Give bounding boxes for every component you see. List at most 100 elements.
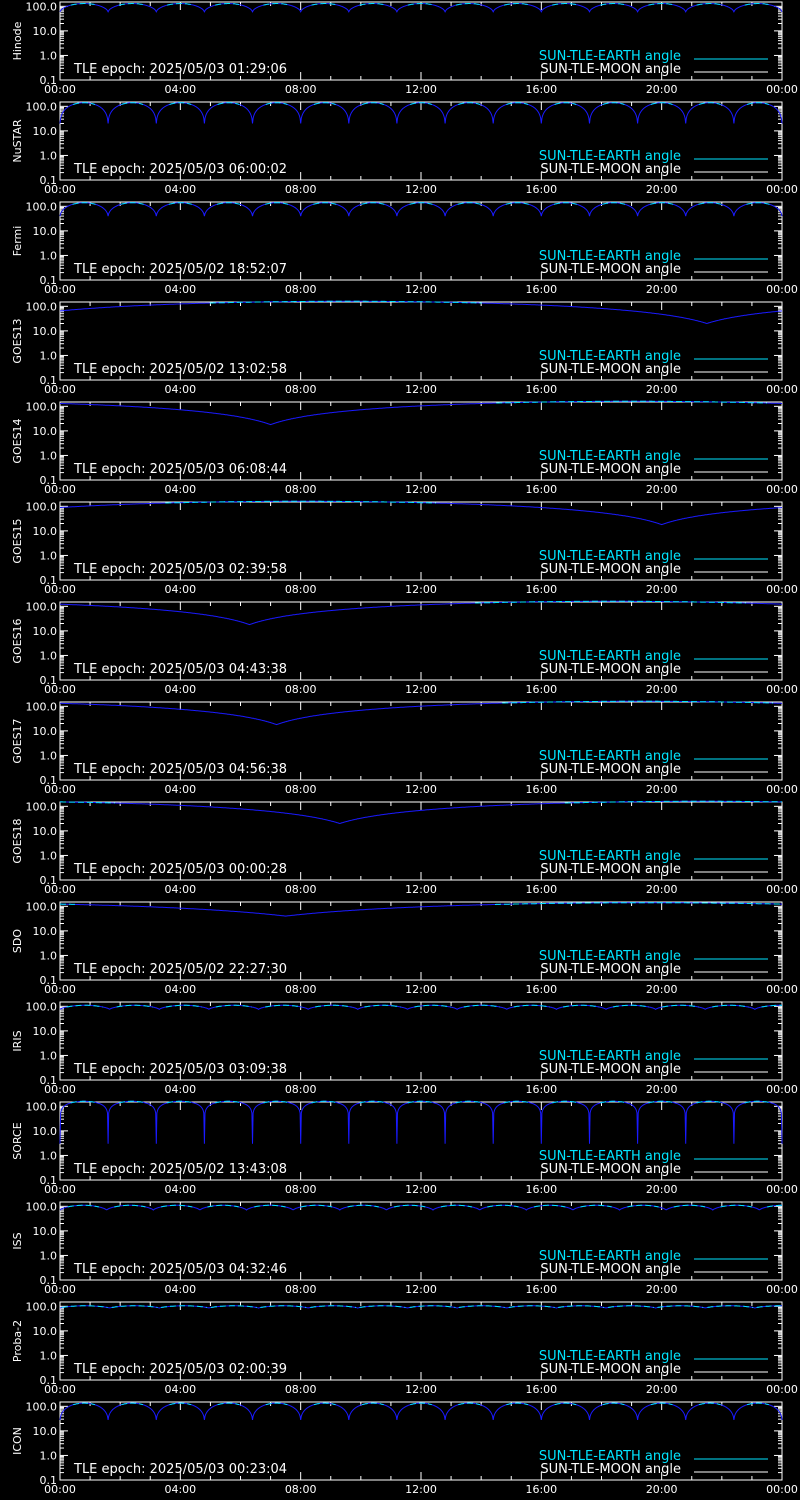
- series-line-highlight: [111, 1305, 158, 1308]
- series-line-highlight: [534, 1204, 566, 1208]
- series-line-highlight: [361, 202, 385, 205]
- series-line-highlight: [648, 3, 675, 6]
- satellite-label: ICON: [11, 1427, 24, 1455]
- legend-label: SUN-TLE-MOON angle: [540, 462, 681, 477]
- legend-label: SUN-TLE-MOON angle: [540, 662, 681, 677]
- series-line-highlight: [313, 1402, 336, 1406]
- legend-label: SUN-TLE-MOON angle: [540, 162, 681, 177]
- legend-label: SUN-TLE-EARTH angle: [539, 1349, 681, 1364]
- series-line-highlight: [503, 1100, 531, 1104]
- y-tick-label: 1.0: [40, 149, 58, 162]
- x-tick-label: 16:00: [525, 883, 557, 896]
- epoch-text: TLE epoch: 2025/05/03 03:09:38: [73, 1062, 287, 1077]
- x-tick-label: 00:00: [766, 683, 798, 696]
- series-line-highlight: [409, 1305, 456, 1308]
- x-tick-label: 08:00: [285, 83, 317, 96]
- y-tick-label: 100.0: [26, 1100, 58, 1113]
- chart-panel: 100.0 10.0 1.0 0.1 00:00 04:00 08:00 12:00 16:00…: [0, 100, 800, 200]
- x-tick-label: 08:00: [285, 1283, 317, 1296]
- y-tick-label: 1.0: [40, 549, 58, 562]
- legend-label: SUN-TLE-EARTH angle: [539, 349, 681, 364]
- x-tick-label: 00:00: [44, 183, 76, 196]
- x-tick-label: 12:00: [405, 583, 437, 596]
- series-line-highlight: [407, 3, 435, 6]
- y-tick-label: 100.0: [26, 600, 58, 613]
- x-tick-label: 00:00: [766, 1183, 798, 1196]
- x-tick-label: 00:00: [44, 883, 76, 896]
- y-tick-label: 1.0: [40, 349, 58, 362]
- x-tick-label: 04:00: [164, 883, 196, 896]
- x-tick-label: 20:00: [646, 483, 678, 496]
- y-tick-label: 100.0: [26, 900, 58, 913]
- chart-svg: 100.010.01.00.100:00 04:00 08:00 12:00 16:00…: [11, 1300, 798, 1396]
- satellite-label: Hinode: [11, 21, 24, 60]
- series-line-highlight: [455, 3, 483, 6]
- series-line-highlight: [662, 1004, 699, 1008]
- satellite-label: ISS: [11, 1232, 24, 1249]
- chart-svg: 100.010.01.00.100:00 04:00 08:00 12:00 16:00…: [11, 1000, 798, 1096]
- y-tick-label: 0.1: [40, 774, 58, 787]
- legend-label: SUN-TLE-MOON angle: [540, 362, 681, 377]
- legend-label: SUN-TLE-MOON angle: [540, 1062, 681, 1077]
- x-tick-label: 00:00: [44, 483, 76, 496]
- x-tick-label: 04:00: [164, 1283, 196, 1296]
- series-line-highlight: [121, 102, 144, 105]
- x-tick-label: 04:00: [164, 83, 196, 96]
- x-tick-label: 12:00: [405, 683, 437, 696]
- y-tick-label: 1.0: [40, 1249, 58, 1262]
- series-line-highlight: [495, 902, 782, 905]
- x-tick-label: 08:00: [285, 683, 317, 696]
- y-tick-label: 0.1: [40, 1474, 58, 1487]
- y-tick-label: 100.0: [26, 800, 58, 813]
- legend-label: SUN-TLE-MOON angle: [540, 62, 681, 77]
- y-tick-label: 10.0: [33, 725, 58, 738]
- x-tick-label: 00:00: [766, 1383, 798, 1396]
- series-line-highlight: [650, 1402, 673, 1406]
- series-line: [60, 600, 782, 626]
- series-line-highlight: [553, 202, 577, 205]
- epoch-text: TLE epoch: 2025/05/02 13:43:08: [73, 1162, 287, 1177]
- series-line-highlight: [209, 300, 482, 304]
- satellite-label: GOES16: [11, 618, 24, 663]
- series-line-highlight: [265, 1402, 288, 1406]
- y-tick-label: 1.0: [40, 649, 58, 662]
- chart-svg: 100.010.01.00.100:00 04:00 08:00 12:00 16:00…: [11, 600, 798, 696]
- series-line-highlight: [73, 1402, 96, 1406]
- x-tick-label: 00:00: [766, 983, 798, 996]
- y-tick-label: 100.0: [26, 1400, 58, 1413]
- legend-label: SUN-TLE-EARTH angle: [539, 749, 681, 764]
- y-tick-label: 100.0: [26, 700, 58, 713]
- x-tick-label: 20:00: [646, 683, 678, 696]
- series-line-highlight: [414, 1004, 451, 1008]
- chart-svg: 100.010.01.00.100:00 04:00 08:00 12:00 16:00…: [11, 500, 798, 596]
- x-tick-label: 00:00: [766, 1483, 798, 1496]
- series-line-highlight: [487, 1204, 519, 1208]
- y-tick-label: 0.1: [40, 874, 58, 887]
- x-tick-label: 08:00: [285, 183, 317, 196]
- series-line-highlight: [496, 400, 767, 404]
- x-tick-label: 04:00: [164, 983, 196, 996]
- legend-label: SUN-TLE-EARTH angle: [539, 649, 681, 664]
- series-line-highlight: [564, 800, 782, 804]
- x-tick-label: 16:00: [525, 1383, 557, 1396]
- y-tick-label: 1.0: [40, 449, 58, 462]
- chart-panel: 100.0 10.0 1.0 0.1 00:00 04:00 08:00 12:00 16:00…: [0, 1400, 800, 1500]
- x-tick-label: 08:00: [285, 883, 317, 896]
- legend-label: SUN-TLE-MOON angle: [540, 1362, 681, 1377]
- x-tick-label: 08:00: [285, 1383, 317, 1396]
- chart-panel: 100.0 10.0 1.0 0.1 00:00 04:00 08:00 12:00 16:00…: [0, 800, 800, 900]
- y-tick-label: 10.0: [33, 1225, 58, 1238]
- legend-label: SUN-TLE-EARTH angle: [539, 1249, 681, 1264]
- x-tick-label: 12:00: [405, 1283, 437, 1296]
- legend-label: SUN-TLE-EARTH angle: [539, 149, 681, 164]
- x-tick-label: 00:00: [766, 483, 798, 496]
- series-line-highlight: [313, 102, 336, 105]
- series-line-highlight: [72, 202, 96, 205]
- x-tick-label: 12:00: [405, 383, 437, 396]
- satellite-label: GOES13: [11, 318, 24, 363]
- series-line-highlight: [67, 1204, 100, 1208]
- series-line-highlight: [698, 102, 721, 105]
- chart-panel: 100.0 10.0 1.0 0.1 00:00 04:00 08:00 12:00 16:00…: [0, 400, 800, 500]
- y-tick-label: 10.0: [33, 325, 58, 338]
- x-tick-label: 16:00: [525, 83, 557, 96]
